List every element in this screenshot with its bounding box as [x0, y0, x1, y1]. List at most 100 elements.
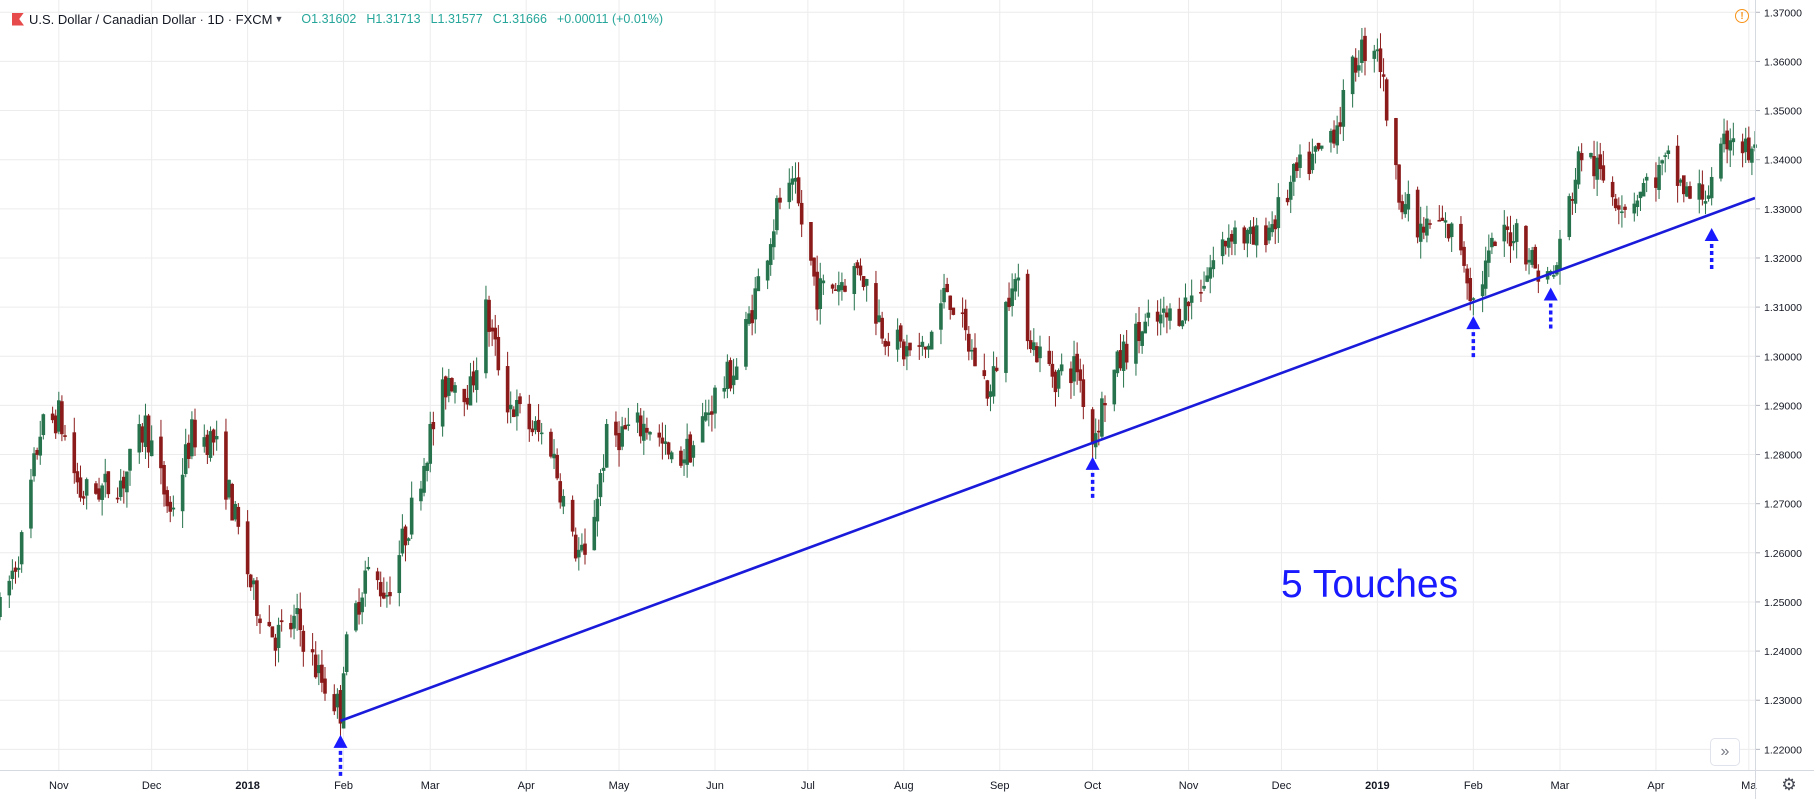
candle — [289, 614, 293, 638]
interval[interactable]: 1D — [207, 11, 225, 27]
candle — [1685, 181, 1689, 198]
candle-body — [635, 412, 640, 423]
candle-body — [1013, 279, 1018, 292]
candle-body — [1530, 250, 1534, 265]
candle — [313, 641, 318, 679]
candle-body — [530, 428, 535, 433]
price-tick-label: 1.35000 — [1764, 106, 1802, 118]
candle — [1270, 211, 1274, 237]
candle — [97, 477, 101, 502]
gear-icon[interactable]: ⚙ — [1781, 775, 1797, 794]
candle — [1524, 225, 1528, 271]
candle — [1425, 205, 1429, 243]
candle-body — [1298, 154, 1302, 168]
candle — [0, 592, 2, 621]
price-tick-label: 1.28000 — [1764, 450, 1802, 462]
candle — [1747, 126, 1751, 163]
candle-body — [793, 177, 798, 182]
chevron-down-icon[interactable]: ▼ — [274, 14, 284, 24]
candle-body — [1638, 191, 1643, 199]
candle-body — [527, 403, 532, 430]
candle — [1437, 205, 1442, 222]
arrow-head — [1085, 456, 1100, 470]
candle — [679, 446, 683, 468]
candle-body — [985, 380, 990, 399]
candle-body — [1524, 225, 1528, 265]
candle — [279, 609, 284, 632]
candle-body — [332, 694, 337, 712]
candle-body — [279, 620, 284, 623]
time-tick-label: Nov — [49, 780, 69, 792]
candle — [1134, 313, 1138, 376]
candle-body — [601, 467, 606, 471]
candle — [1660, 159, 1664, 176]
candle — [722, 376, 727, 399]
candle-body — [388, 592, 392, 597]
candle — [403, 524, 408, 562]
candle-body — [799, 202, 804, 225]
symbol-name[interactable]: U.S. Dollar / Canadian Dollar — [29, 11, 196, 27]
candle-body — [1032, 342, 1036, 351]
candle-body — [577, 549, 581, 558]
candle — [1384, 77, 1389, 127]
candle-body — [1295, 162, 1299, 171]
scroll-forward-icon[interactable]: » — [1710, 738, 1740, 766]
candle-body — [951, 307, 956, 315]
candle-body — [1703, 201, 1708, 204]
candle-body — [140, 426, 145, 443]
candle — [84, 477, 89, 510]
warning-icon[interactable]: ! — [1735, 9, 1749, 23]
candle-body — [1137, 322, 1141, 342]
candle-body — [440, 379, 445, 427]
candle-body — [1570, 199, 1575, 201]
candle-body — [360, 597, 364, 613]
open-value: O1.31602 — [301, 12, 357, 26]
candle-body — [1230, 233, 1234, 242]
candle — [1223, 240, 1228, 255]
candle-body — [289, 622, 293, 630]
candle — [1180, 320, 1185, 330]
candle — [50, 406, 55, 424]
candle — [1183, 283, 1188, 324]
candle-body — [1329, 130, 1333, 143]
candle-body — [490, 327, 494, 332]
candle-body — [939, 303, 943, 330]
candle-body — [137, 424, 142, 453]
candle — [1502, 210, 1507, 257]
candle-body — [187, 442, 191, 459]
candle — [1682, 175, 1686, 203]
candle-body — [100, 485, 104, 500]
candle-body — [598, 472, 603, 498]
candle-body — [63, 435, 67, 437]
candle-body — [1050, 363, 1055, 377]
candle-body — [1310, 153, 1315, 171]
candle-body — [406, 538, 411, 541]
candle-body — [874, 283, 878, 324]
candle-body — [1663, 155, 1668, 157]
candle-body — [1493, 241, 1497, 247]
candle-body — [787, 182, 792, 203]
candle — [78, 465, 83, 502]
candle-body — [118, 480, 123, 497]
candle-body — [1242, 227, 1247, 244]
candle — [1211, 246, 1216, 278]
candle-body — [926, 345, 931, 350]
candle-body — [1292, 163, 1296, 182]
candle — [793, 162, 798, 194]
candle-body — [1425, 218, 1429, 236]
candle-body — [963, 308, 968, 331]
candle — [360, 592, 364, 625]
candle — [883, 338, 888, 356]
candle — [230, 482, 234, 521]
candle-body — [1035, 346, 1039, 363]
candle-body — [623, 425, 628, 430]
candle-body — [679, 450, 683, 466]
candle-body — [1440, 217, 1445, 221]
candle-body — [1459, 223, 1463, 251]
candle — [270, 626, 275, 638]
data-source[interactable]: FXCM — [235, 11, 273, 27]
candle — [171, 495, 176, 517]
